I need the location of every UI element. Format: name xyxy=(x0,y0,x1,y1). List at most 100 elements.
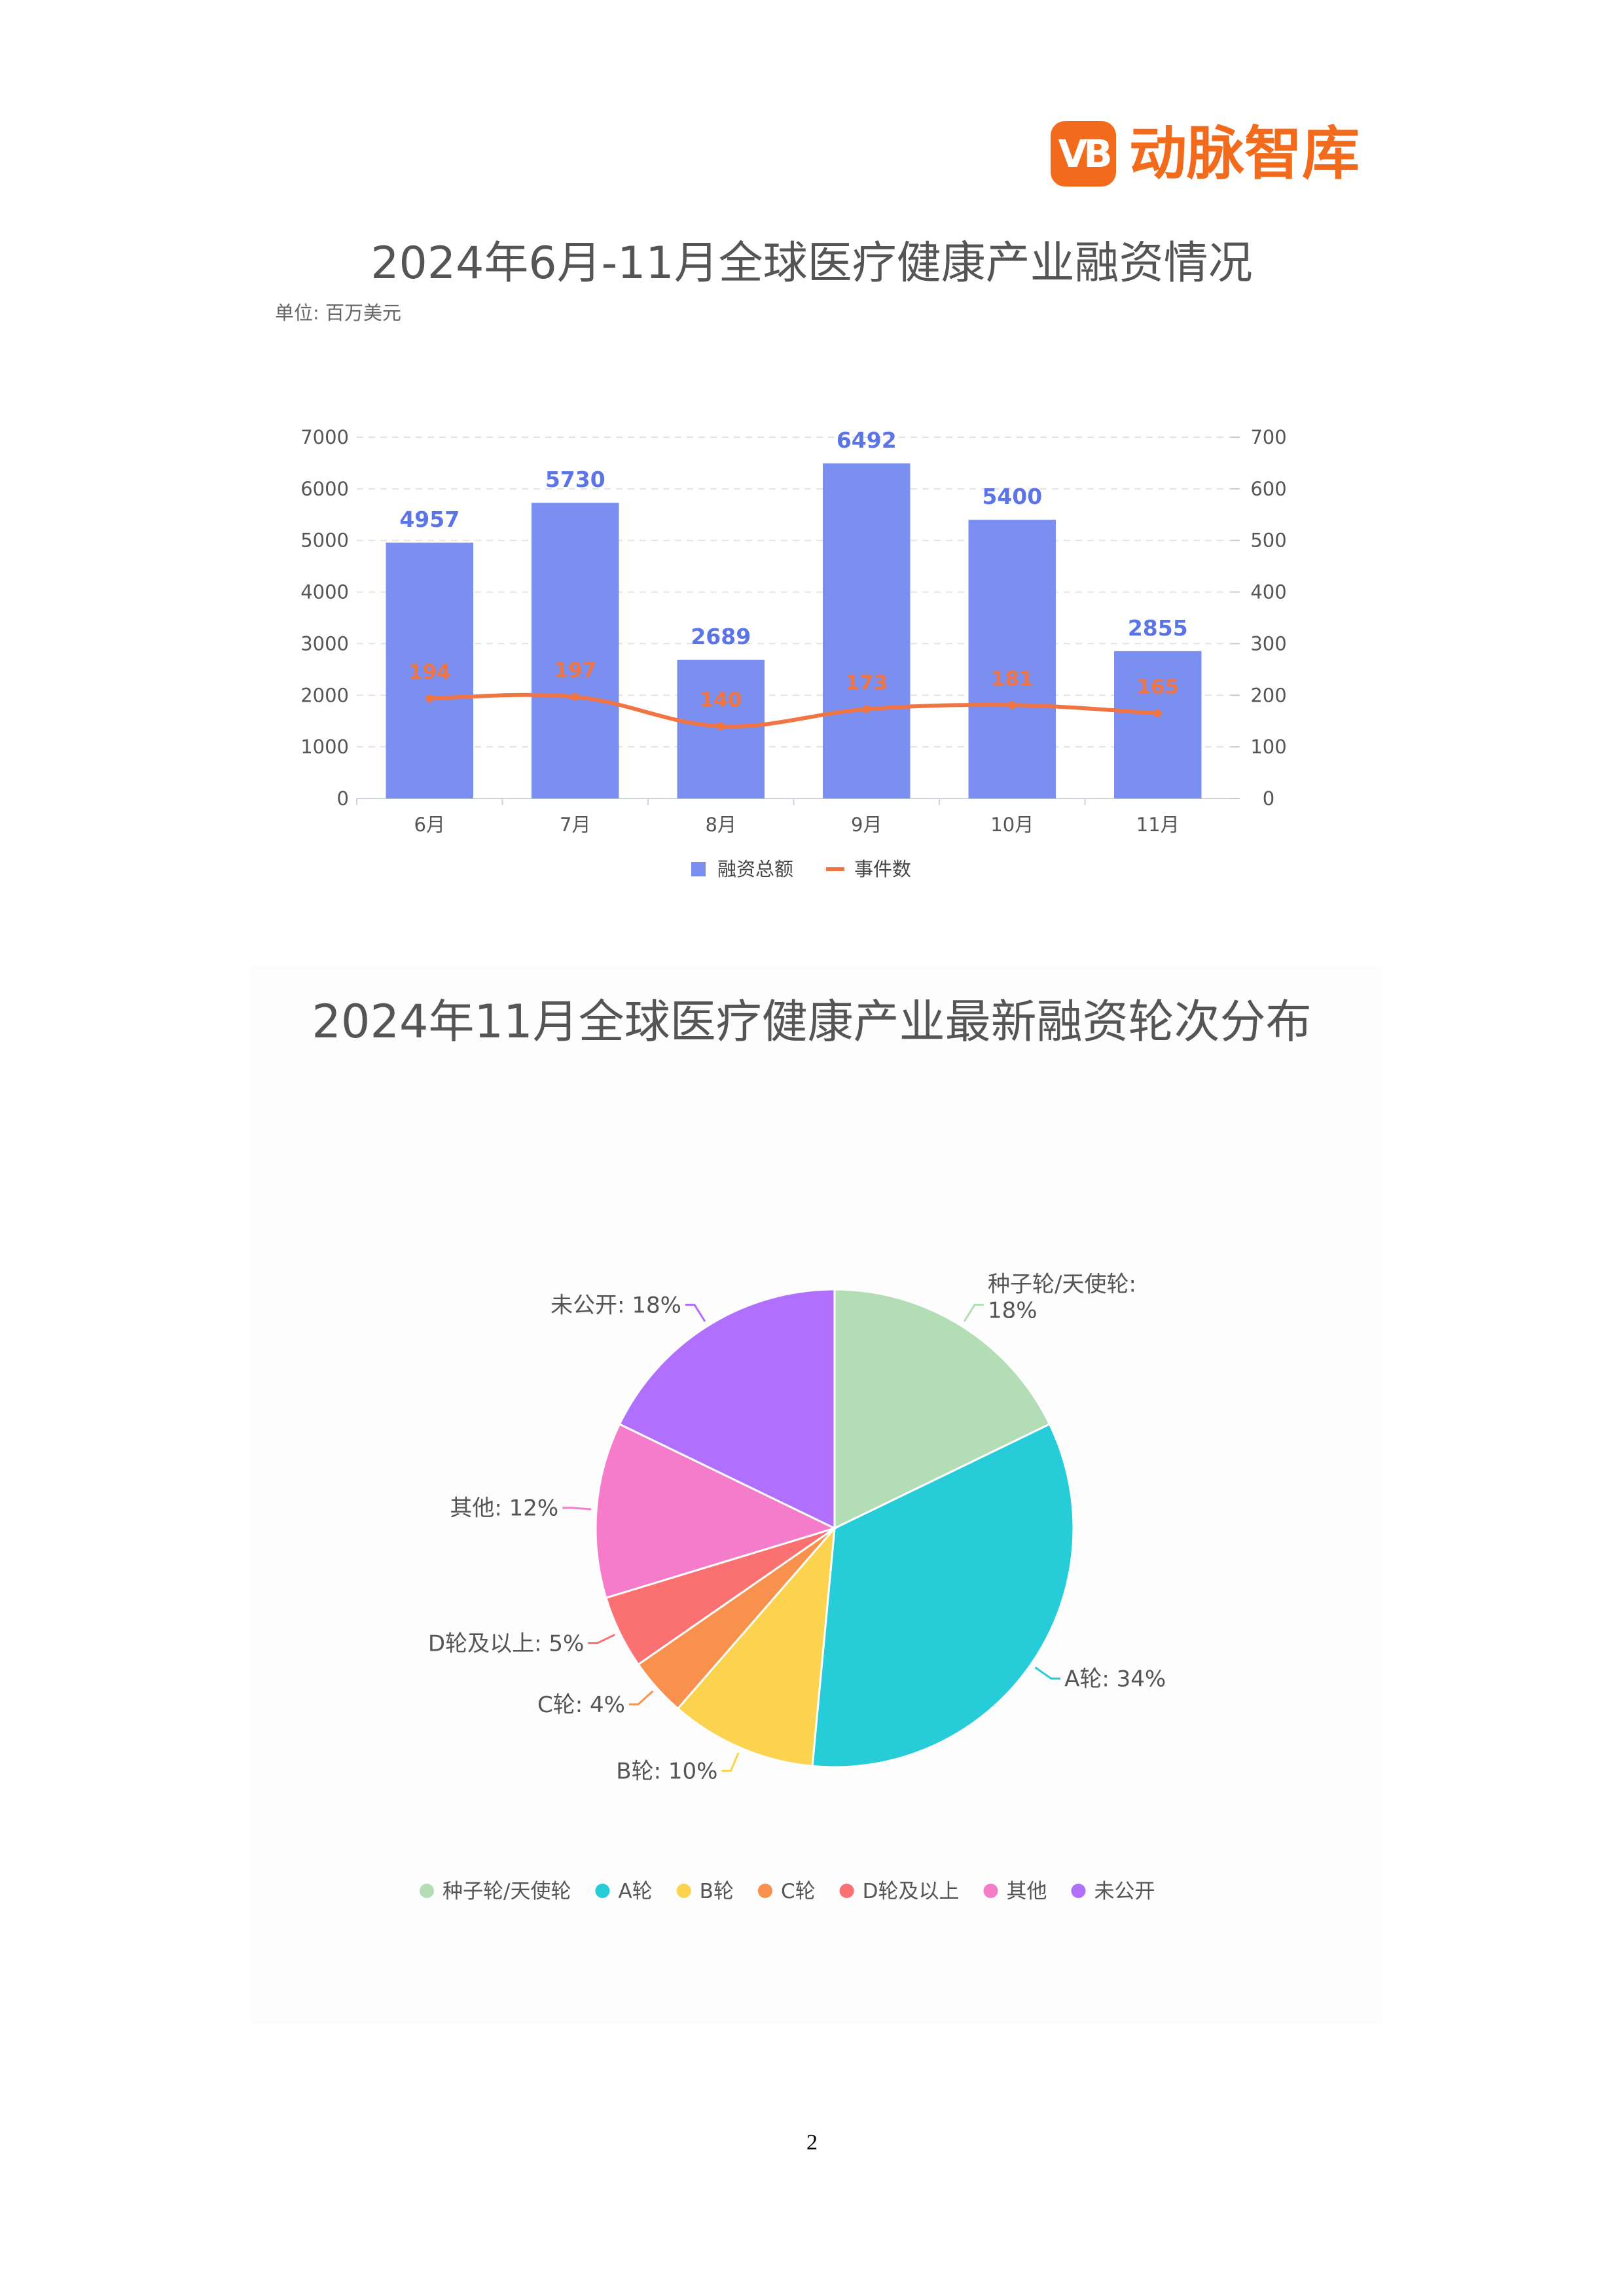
legend-dot xyxy=(839,1884,854,1898)
bar-data-label: 2689 xyxy=(691,624,751,649)
legend-dot xyxy=(595,1884,610,1898)
right-tick-label: 0 xyxy=(1263,787,1274,810)
right-tick-label: 200 xyxy=(1250,684,1286,706)
line-data-label: 165 xyxy=(1136,675,1179,699)
bar-chart-legend: 融资总额 事件数 xyxy=(691,858,911,880)
left-tick-label: 2000 xyxy=(300,684,349,706)
pie-slice-label: A轮: 34% xyxy=(1064,1666,1166,1693)
right-tick-label: 700 xyxy=(1250,426,1286,448)
x-tick-label: 10月 xyxy=(990,814,1034,836)
pie-leader-line xyxy=(588,1634,615,1645)
line-point xyxy=(1008,701,1017,709)
pie-leader-line xyxy=(721,1752,740,1772)
events-line xyxy=(429,692,1158,728)
pie-leader-line xyxy=(963,1304,984,1322)
pie-chart-legend: 种子轮/天使轮 A轮 B轮 C轮 D轮及以上 其他 未公开 xyxy=(420,1880,1155,1903)
line-point xyxy=(571,692,579,701)
legend-label: 融资总额 xyxy=(717,858,793,880)
left-tick-label: 4000 xyxy=(300,581,349,603)
legend-label: C轮 xyxy=(781,1880,816,1903)
bar-data-label: 6492 xyxy=(837,427,897,453)
legend-dot xyxy=(757,1884,772,1898)
legend-dot xyxy=(1071,1884,1086,1898)
logo-text: 动脉智库 xyxy=(1129,120,1360,187)
legend-label: B轮 xyxy=(700,1880,734,1903)
right-tick-label: 500 xyxy=(1250,529,1286,552)
bar-data-label: 2855 xyxy=(1128,615,1188,641)
brand-logo: VB 动脉智库 xyxy=(1051,115,1384,193)
logo-mark-icon: VB xyxy=(1051,121,1116,187)
pie-slice-label: D轮及以上: 5% xyxy=(428,1631,584,1657)
pie-leader-line xyxy=(685,1304,706,1322)
x-tick-label: 6月 xyxy=(414,814,445,836)
bar-data-label: 4957 xyxy=(399,507,460,532)
left-tick-label: 1000 xyxy=(300,736,349,758)
line-point xyxy=(1153,709,1162,717)
right-axis-ticks: 0 100 200 300 400 500 600 700 xyxy=(1231,426,1287,810)
line-data-label: 140 xyxy=(700,689,742,712)
page-number: 2 xyxy=(806,2130,818,2155)
legend-label: 事件数 xyxy=(854,858,911,880)
bar xyxy=(1114,651,1202,798)
legend-dot xyxy=(420,1884,434,1898)
pie-slice-label: 其他: 12% xyxy=(450,1496,558,1522)
line-point xyxy=(717,722,725,730)
legend-swatch-bar xyxy=(691,862,706,876)
line-data-label: 197 xyxy=(554,659,596,683)
bar-chart-grid xyxy=(357,437,1231,799)
pie-slice-label: 种子轮/天使轮: xyxy=(988,1272,1136,1298)
bar xyxy=(386,543,473,798)
pie-slice-label: C轮: 4% xyxy=(537,1692,625,1718)
pie-slices xyxy=(594,1288,1075,1768)
line-point xyxy=(425,694,434,703)
pie-slice xyxy=(676,1525,836,1768)
line-point xyxy=(862,705,871,713)
left-tick-label: 3000 xyxy=(300,632,349,655)
pie-slice-label: B轮: 10% xyxy=(616,1758,717,1784)
left-tick-label: 6000 xyxy=(300,478,349,500)
legend-dot xyxy=(676,1884,691,1898)
bar-chart-unit: 单位: 百万美元 xyxy=(275,302,401,324)
line-data-label: 181 xyxy=(991,667,1034,691)
legend-label: D轮及以上 xyxy=(863,1880,960,1903)
bar xyxy=(823,463,911,798)
right-tick-label: 600 xyxy=(1250,478,1286,500)
legend-dot xyxy=(983,1884,998,1898)
pie-leader-line xyxy=(628,1690,654,1706)
x-axis-ticks: 6月 7月 8月 9月 10月 11月 xyxy=(356,798,1180,836)
pie-labels: 种子轮/天使轮:18% A轮: 34% B轮: 10% C轮: 4% D轮及以上: 5%… xyxy=(428,1272,1166,1785)
x-tick-label: 8月 xyxy=(706,814,736,836)
pie-slice xyxy=(618,1288,836,1530)
bar xyxy=(968,520,1056,798)
pie-slice xyxy=(594,1422,838,1600)
legend-label: 未公开 xyxy=(1094,1880,1155,1903)
x-tick-label: 9月 xyxy=(851,814,882,836)
left-tick-label: 7000 xyxy=(300,426,349,448)
line-data-label: 194 xyxy=(408,660,451,684)
right-tick-label: 300 xyxy=(1250,632,1286,655)
line-series-events: 194 197 140 173 181 165 xyxy=(408,659,1179,730)
legend-label: 其他 xyxy=(1006,1880,1047,1903)
bar-series-financing: 4957 5730 2689 6492 5400 2855 xyxy=(386,427,1202,798)
left-axis-ticks: 0 1000 2000 3000 4000 5000 6000 7000 xyxy=(300,426,349,810)
pie-chart-title: 2024年11月全球医疗健康产业最新融资轮次分布 xyxy=(312,995,1311,1049)
pie-leader-line xyxy=(1034,1666,1061,1680)
bar-chart-title: 2024年6月-11月全球医疗健康产业融资情况 xyxy=(370,238,1252,289)
left-tick-label: 5000 xyxy=(300,529,349,552)
pie-slice xyxy=(811,1422,1075,1768)
right-tick-label: 100 xyxy=(1250,736,1286,758)
bar-data-label: 5730 xyxy=(545,467,605,492)
x-tick-label: 7月 xyxy=(560,814,590,836)
bar-data-label: 5400 xyxy=(982,484,1042,509)
bar xyxy=(532,503,619,798)
pie-leader-line xyxy=(562,1507,592,1511)
pie-slice-label: 18% xyxy=(988,1298,1038,1324)
line-data-label: 173 xyxy=(845,672,888,695)
legend-label: 种子轮/天使轮 xyxy=(442,1880,571,1903)
pie-slice-label: 未公开: 18% xyxy=(550,1293,681,1319)
left-tick-label: 0 xyxy=(337,787,349,810)
x-tick-label: 11月 xyxy=(1136,814,1180,836)
legend-label: A轮 xyxy=(618,1880,652,1903)
right-tick-label: 400 xyxy=(1250,581,1286,603)
